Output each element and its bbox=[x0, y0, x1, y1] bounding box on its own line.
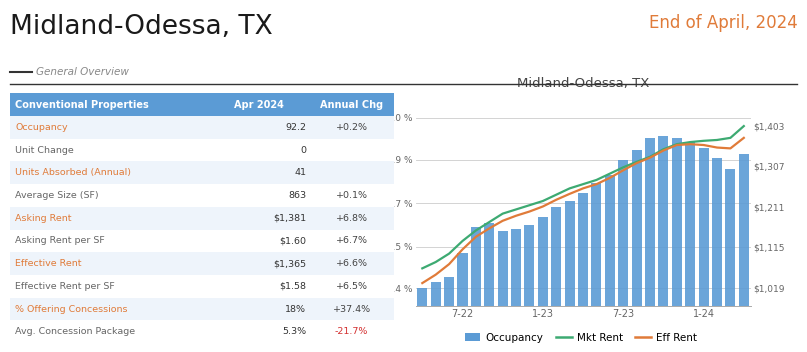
Text: $1.60: $1.60 bbox=[279, 237, 306, 245]
Bar bbox=[551, 207, 562, 352]
Text: 18%: 18% bbox=[285, 304, 306, 314]
Bar bbox=[632, 150, 642, 352]
Text: -21.7%: -21.7% bbox=[335, 327, 368, 337]
Text: 0: 0 bbox=[300, 146, 306, 155]
Text: Occupancy: Occupancy bbox=[15, 123, 68, 132]
Legend: Occupancy, Mkt Rent, Eff Rent: Occupancy, Mkt Rent, Eff Rent bbox=[461, 328, 701, 347]
Bar bbox=[470, 227, 481, 352]
Bar bbox=[484, 223, 495, 352]
Text: Midland-Odessa, TX: Midland-Odessa, TX bbox=[10, 14, 273, 40]
Bar bbox=[578, 193, 588, 352]
Text: 5.3%: 5.3% bbox=[282, 327, 306, 337]
Text: Asking Rent per SF: Asking Rent per SF bbox=[15, 237, 105, 245]
Bar bbox=[738, 153, 749, 352]
Bar bbox=[537, 217, 548, 352]
Bar bbox=[618, 159, 629, 352]
Text: Units Absorbed (Annual): Units Absorbed (Annual) bbox=[15, 168, 132, 177]
Text: Average Size (SF): Average Size (SF) bbox=[15, 191, 99, 200]
Bar bbox=[565, 201, 575, 352]
Text: Conventional Properties: Conventional Properties bbox=[15, 100, 149, 109]
Bar bbox=[685, 142, 696, 352]
Text: 41: 41 bbox=[294, 168, 306, 177]
Bar bbox=[725, 169, 735, 352]
Bar bbox=[712, 158, 722, 352]
Text: +6.6%: +6.6% bbox=[336, 259, 367, 268]
Text: % Offering Concessions: % Offering Concessions bbox=[15, 304, 128, 314]
Bar bbox=[417, 288, 428, 352]
Bar bbox=[671, 138, 682, 352]
Text: +0.1%: +0.1% bbox=[336, 191, 367, 200]
Text: 863: 863 bbox=[288, 191, 306, 200]
Text: Apr 2024: Apr 2024 bbox=[234, 100, 284, 109]
Text: Unit Change: Unit Change bbox=[15, 146, 74, 155]
Bar bbox=[431, 282, 441, 352]
Bar bbox=[498, 231, 508, 352]
Text: End of April, 2024: End of April, 2024 bbox=[649, 14, 797, 32]
Text: Asking Rent: Asking Rent bbox=[15, 214, 72, 223]
Text: Effective Rent per SF: Effective Rent per SF bbox=[15, 282, 115, 291]
Text: Avg. Concession Package: Avg. Concession Package bbox=[15, 327, 136, 337]
Bar bbox=[525, 225, 534, 352]
Text: $1.58: $1.58 bbox=[279, 282, 306, 291]
Text: $1,365: $1,365 bbox=[273, 259, 306, 268]
Text: Effective Rent: Effective Rent bbox=[15, 259, 82, 268]
Bar bbox=[444, 277, 454, 352]
Bar bbox=[645, 138, 655, 352]
Text: +6.5%: +6.5% bbox=[336, 282, 367, 291]
Text: Annual Chg: Annual Chg bbox=[320, 100, 383, 109]
Text: +0.2%: +0.2% bbox=[336, 123, 367, 132]
Bar bbox=[604, 175, 615, 352]
Text: Midland-Odessa, TX: Midland-Odessa, TX bbox=[516, 77, 650, 90]
Bar bbox=[511, 229, 521, 352]
Bar bbox=[659, 136, 668, 352]
Text: 92.2: 92.2 bbox=[285, 123, 306, 132]
Bar bbox=[592, 183, 601, 352]
Text: +6.7%: +6.7% bbox=[336, 237, 367, 245]
Bar bbox=[458, 253, 467, 352]
Bar bbox=[699, 148, 709, 352]
Text: +6.8%: +6.8% bbox=[336, 214, 367, 223]
Text: $1,381: $1,381 bbox=[273, 214, 306, 223]
Text: General Overview: General Overview bbox=[36, 67, 128, 77]
Text: +37.4%: +37.4% bbox=[332, 304, 370, 314]
